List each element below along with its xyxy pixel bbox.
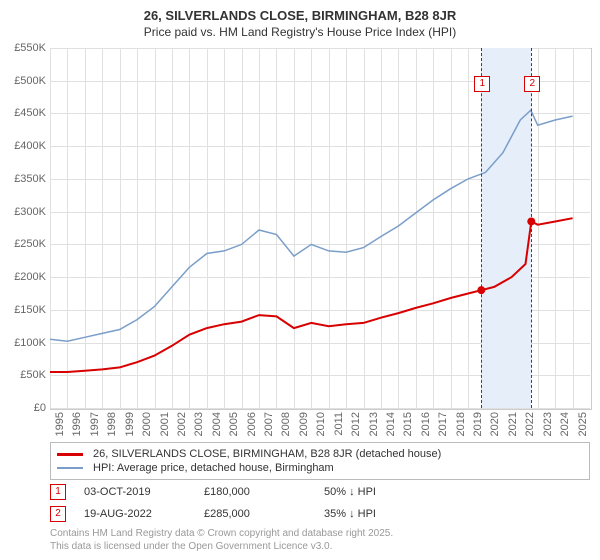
x-axis-label: 2008 (280, 412, 292, 436)
x-axis-label: 2015 (402, 412, 414, 436)
y-axis-label: £400K (0, 140, 46, 152)
x-axis-label: 2007 (263, 412, 275, 436)
y-axis-label: £50K (0, 369, 46, 381)
x-axis-label: 2003 (193, 412, 205, 436)
marker-pct: 50% ↓ HPI (324, 486, 504, 498)
x-axis-label: 2017 (437, 412, 449, 436)
legend-row: HPI: Average price, detached house, Birm… (57, 461, 583, 475)
series-price_paid (50, 218, 573, 372)
x-axis-label: 1999 (124, 412, 136, 436)
plot-svg (50, 48, 590, 408)
x-axis-label: 2012 (350, 412, 362, 436)
x-axis-label: 2025 (577, 412, 589, 436)
x-axis-label: 1996 (71, 412, 83, 436)
series-hpi (50, 110, 573, 341)
x-axis-label: 2024 (559, 412, 571, 436)
x-axis-label: 2004 (211, 412, 223, 436)
marker-number-box: 2 (50, 506, 66, 522)
y-axis-label: £250K (0, 238, 46, 250)
x-axis-label: 2021 (507, 412, 519, 436)
y-axis-label: £350K (0, 173, 46, 185)
x-axis-label: 2014 (385, 412, 397, 436)
y-axis-label: £100K (0, 337, 46, 349)
y-axis-label: £0 (0, 402, 46, 414)
x-axis-label: 2011 (333, 412, 345, 436)
y-axis-label: £500K (0, 75, 46, 87)
chart-container: 26, SILVERLANDS CLOSE, BIRMINGHAM, B28 8… (0, 0, 600, 560)
x-axis-label: 2016 (420, 412, 432, 436)
marker-number-box: 2 (524, 76, 540, 92)
x-axis-label: 1995 (54, 412, 66, 436)
marker-legend-row: 1 03-OCT-2019 £180,000 50% ↓ HPI (50, 484, 590, 500)
marker-pct: 35% ↓ HPI (324, 508, 504, 520)
marker-price: £285,000 (204, 508, 324, 520)
legend-swatch (57, 467, 83, 469)
x-axis-label: 2006 (246, 412, 258, 436)
x-axis-label: 2001 (159, 412, 171, 436)
marker-number-box: 1 (50, 484, 66, 500)
x-axis-label: 2002 (176, 412, 188, 436)
marker-legend-row: 2 19-AUG-2022 £285,000 35% ↓ HPI (50, 506, 590, 522)
x-axis-label: 1997 (89, 412, 101, 436)
x-axis-label: 2023 (542, 412, 554, 436)
x-axis-label: 2019 (472, 412, 484, 436)
x-axis-label: 2009 (298, 412, 310, 436)
footer-line: Contains HM Land Registry data © Crown c… (50, 528, 393, 541)
marker-line (531, 48, 532, 408)
x-axis-label: 2022 (524, 412, 536, 436)
chart-title: 26, SILVERLANDS CLOSE, BIRMINGHAM, B28 8… (0, 0, 600, 25)
legend-label: HPI: Average price, detached house, Birm… (93, 462, 334, 474)
x-axis-label: 2018 (455, 412, 467, 436)
y-axis-label: £300K (0, 206, 46, 218)
footer-line: This data is licensed under the Open Gov… (50, 541, 332, 554)
y-axis-label: £450K (0, 107, 46, 119)
x-axis-label: 2010 (315, 412, 327, 436)
y-axis-label: £550K (0, 42, 46, 54)
legend-swatch (57, 453, 83, 456)
marker-date: 03-OCT-2019 (84, 486, 204, 498)
y-axis-label: £200K (0, 271, 46, 283)
chart-area: 12 £0£50K£100K£150K£200K£250K£300K£350K£… (50, 48, 590, 408)
x-axis-label: 2013 (368, 412, 380, 436)
marker-date: 19-AUG-2022 (84, 508, 204, 520)
marker-number-box: 1 (474, 76, 490, 92)
x-axis-label: 2000 (141, 412, 153, 436)
chart-subtitle: Price paid vs. HM Land Registry's House … (0, 25, 600, 41)
x-axis-label: 2005 (228, 412, 240, 436)
marker-line (481, 48, 482, 408)
x-axis-label: 1998 (106, 412, 118, 436)
legend-row: 26, SILVERLANDS CLOSE, BIRMINGHAM, B28 8… (57, 447, 583, 461)
legend-box: 26, SILVERLANDS CLOSE, BIRMINGHAM, B28 8… (50, 442, 590, 480)
x-axis-label: 2020 (489, 412, 501, 436)
y-axis-label: £150K (0, 304, 46, 316)
grid-line (50, 408, 590, 409)
marker-price: £180,000 (204, 486, 324, 498)
legend-label: 26, SILVERLANDS CLOSE, BIRMINGHAM, B28 8… (93, 448, 441, 460)
